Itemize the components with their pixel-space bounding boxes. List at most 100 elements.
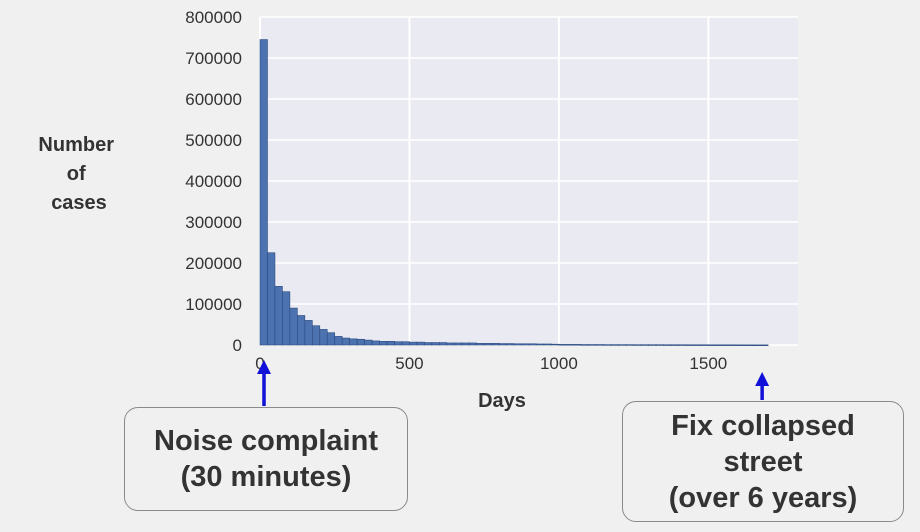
histogram-bar [364,339,373,346]
grid-lines [259,16,798,346]
histogram-bar [289,307,298,346]
y-tick-label: 500000 [185,131,242,150]
histogram-bar [453,342,463,346]
histogram-bar [401,341,410,346]
y-tick-label: 400000 [185,172,242,191]
histogram-bar [431,342,440,346]
histogram-bar [506,343,515,346]
annotation-arrow [755,372,770,400]
y-tick-label: 700000 [185,49,242,68]
annotation-line: Fix collapsed [671,409,855,442]
histogram-bar [304,320,313,346]
x-tick-label: 1500 [689,354,727,373]
histogram-bar [259,39,268,346]
histogram-bar [267,252,276,346]
histogram-bar [326,332,336,346]
y-tick-label: 100000 [185,295,242,314]
annotation-noise-complaint: Noise complaint (30 minutes) [124,407,408,511]
histogram-bar [528,343,537,346]
histogram-bar [693,344,702,346]
histogram-bar [424,342,433,346]
histogram-bar [670,344,679,346]
annotation-line: (30 minutes) [180,461,352,493]
histogram-bar [476,343,485,346]
histogram-bar [274,286,283,346]
histogram-bar [349,338,358,346]
histogram-bar [745,344,754,346]
y-tick-label: 800000 [185,8,242,27]
histogram-bar [297,315,306,346]
histogram-bar [394,341,403,346]
y-tick-label: 200000 [185,254,242,273]
histogram-bar [633,344,642,346]
y-axis-label: Number of cases [38,134,119,214]
histogram-bar [730,344,739,346]
bars [259,39,769,346]
histogram-bar [356,338,365,346]
y-axis-ticks: 0 100000 200000 300000 400000 500000 600000 700… [185,8,242,355]
histogram-bar [536,343,545,346]
y-tick-label: 300000 [185,213,242,232]
histogram-bar [685,344,694,346]
histogram-bar [588,344,597,346]
y-axis-label-line: cases [51,192,107,214]
histogram-bar [573,344,582,346]
annotation-line: street [723,445,803,478]
y-tick-label: 600000 [185,90,242,109]
histogram-bar [468,342,477,346]
y-tick-label: 0 [233,336,242,355]
histogram-bar [648,344,657,346]
histogram-bar [595,344,605,346]
histogram-bar [334,336,343,346]
histogram-bar [319,329,328,346]
histogram-bar [416,341,425,346]
annotation-collapsed-street: Fix collapsed street (over 6 years) [622,401,904,522]
histogram-bar [409,341,418,346]
annotation-line: (over 6 years) [668,481,858,514]
histogram-bar [566,344,575,346]
annotation-arrow [257,360,271,406]
histogram-bar [558,344,567,346]
histogram-bar [379,341,388,346]
histogram-bar [446,342,455,346]
histogram-bar [521,343,530,346]
y-axis-label-line: Number [38,134,114,156]
histogram-bar [439,342,448,346]
histogram-bar [371,340,380,346]
histogram-bar [498,343,507,346]
histogram-bar [491,343,500,346]
annotation-arrows [257,360,770,406]
x-tick-label: 0 [255,354,264,373]
histogram-bar [700,344,709,346]
histogram-bar [708,344,717,346]
histogram-bar [551,343,560,346]
y-axis-label-line: of [67,163,86,185]
histogram-bar [760,344,769,346]
histogram-bar [722,344,732,346]
histogram-bar [663,344,672,346]
histogram-bar [625,344,634,346]
histogram-bar [603,344,612,346]
histogram-bar [312,325,321,346]
histogram-bar [386,341,395,346]
x-axis-ticks: 0 500 1000 1500 [255,354,727,373]
x-tick-label: 1000 [540,354,578,373]
histogram-bar [737,344,746,346]
histogram-bar [461,342,470,346]
histogram-bar [341,337,350,346]
histogram-bar [752,344,761,346]
histogram-bar [513,343,522,346]
histogram-bar [581,344,590,346]
histogram-bar [610,344,619,346]
histogram-bar [483,343,492,346]
x-tick-label: 500 [395,354,423,373]
annotation-line: Noise complaint [154,425,378,457]
histogram-bar [543,343,552,346]
histogram-bar [715,344,724,346]
histogram-bar [640,344,649,346]
histogram-bar [655,344,664,346]
histogram-bar [618,344,627,346]
histogram-bar [282,291,291,346]
x-axis-label: Days [478,390,526,412]
